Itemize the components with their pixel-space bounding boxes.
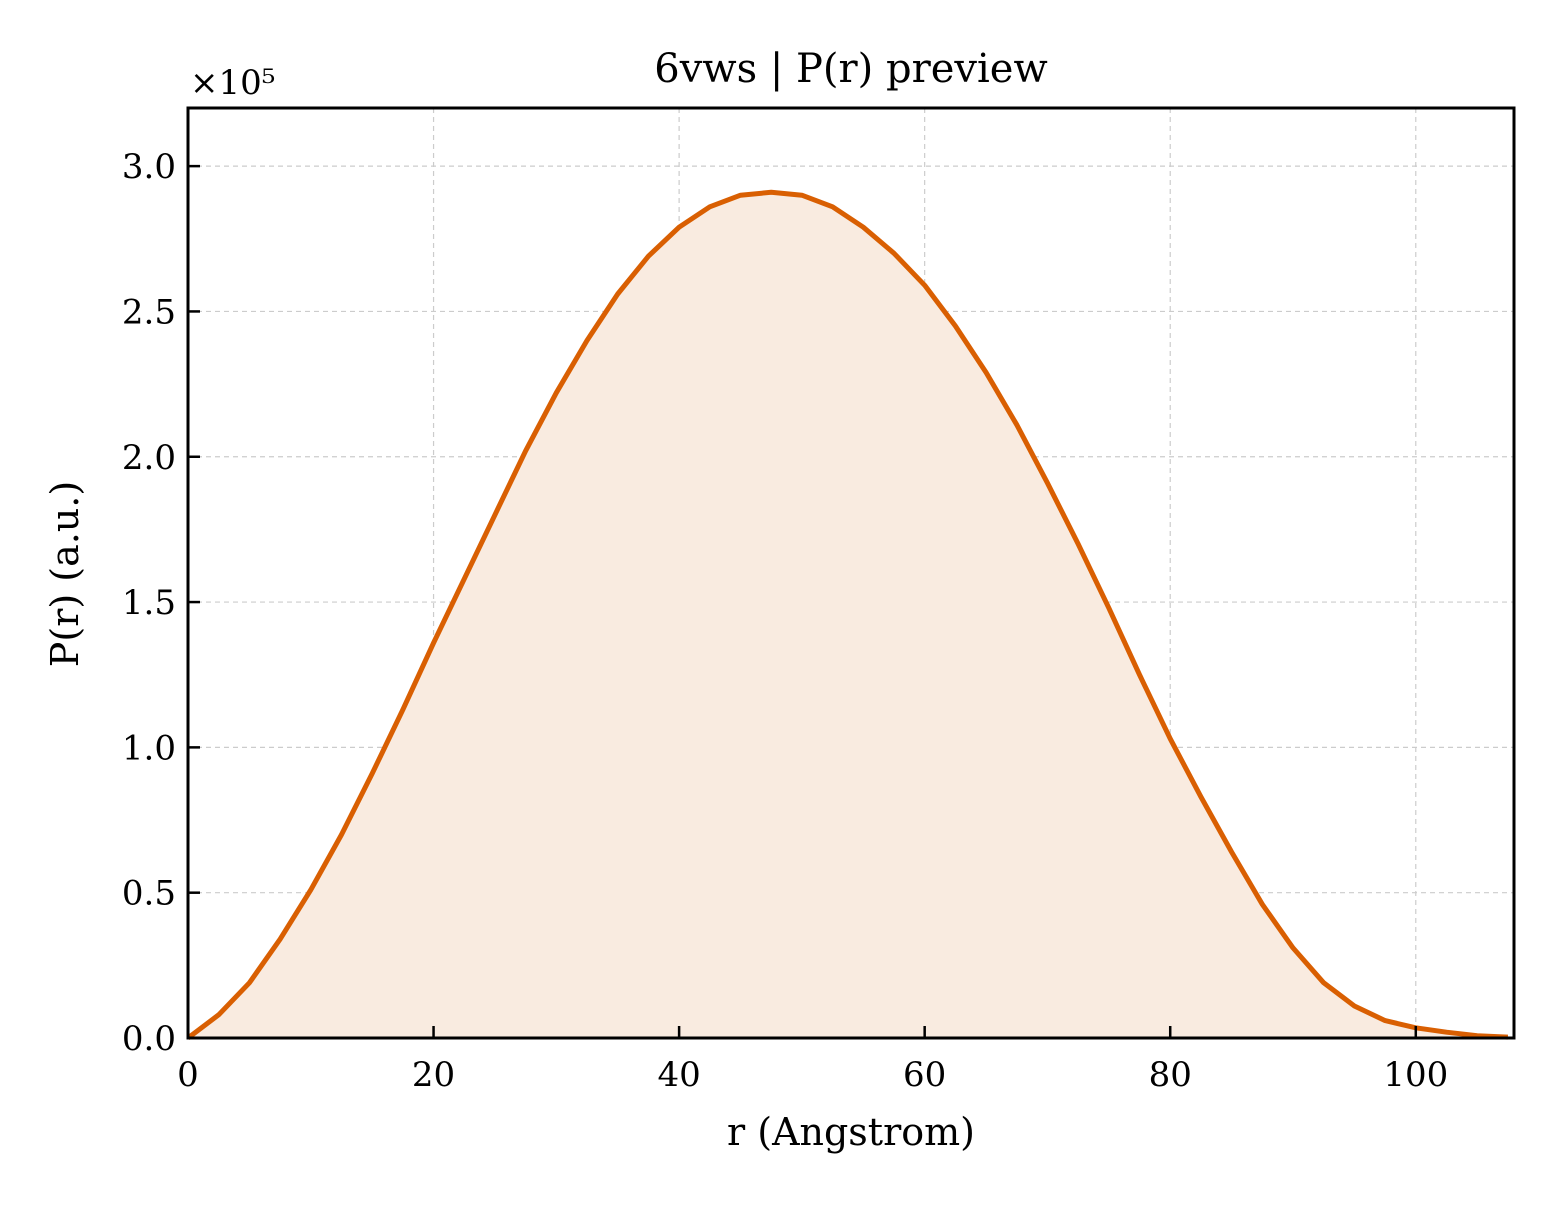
y-tick-label: 3.0 bbox=[122, 147, 176, 187]
x-tick-label: 100 bbox=[1383, 1055, 1448, 1095]
plot-frame bbox=[186, 106, 1516, 1040]
y-tick-label: 0.0 bbox=[122, 1019, 176, 1059]
y-tick-label: 0.5 bbox=[122, 874, 176, 914]
y-offset-label: ×10⁵ bbox=[190, 63, 275, 103]
ticks: 0 20 40 60 80 100 0.0 0.5 1.0 1.5 2.0 2.5 3.0 bbox=[122, 147, 1448, 1095]
y-tick-label: 1.0 bbox=[122, 728, 176, 768]
x-tick-label: 60 bbox=[903, 1055, 946, 1095]
y-axis-label: P(r) (a.u.) bbox=[43, 481, 87, 667]
y-tick-label: 1.5 bbox=[122, 583, 176, 623]
pr-area-fill bbox=[188, 192, 1508, 1039]
chart-title: 6vws | P(r) preview bbox=[654, 46, 1047, 92]
x-tick-label: 20 bbox=[412, 1055, 455, 1095]
x-axis-label: r (Angstrom) bbox=[727, 1110, 975, 1154]
y-tick-label: 2.0 bbox=[122, 438, 176, 478]
y-tick-label: 2.5 bbox=[122, 292, 176, 332]
x-tick-label: 80 bbox=[1149, 1055, 1192, 1095]
x-tick-label: 40 bbox=[657, 1055, 700, 1095]
x-tick-label: 0 bbox=[177, 1055, 199, 1095]
pr-series-line bbox=[186, 189, 1509, 1040]
